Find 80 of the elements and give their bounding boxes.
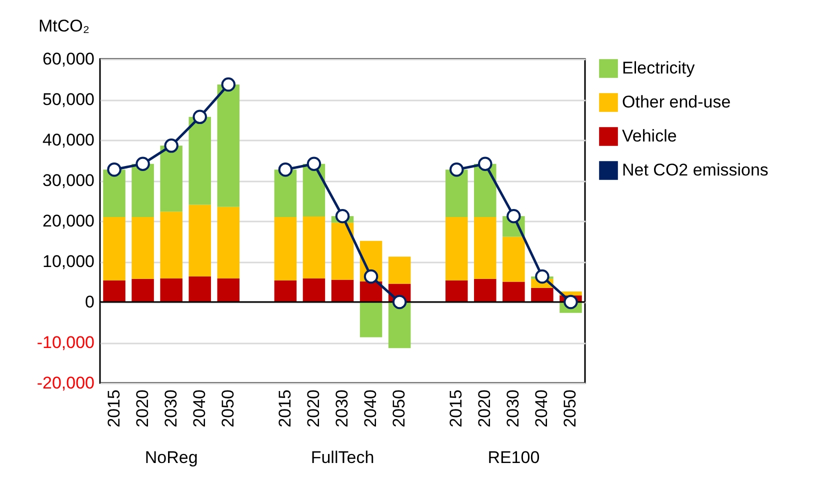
bar: [388, 302, 411, 348]
bar: [302, 216, 326, 279]
x-tick-label: 2020: [304, 390, 323, 428]
point: [535, 269, 550, 284]
bar: [188, 204, 211, 276]
bar: [474, 216, 496, 279]
bar: [160, 146, 182, 212]
bar: [103, 216, 126, 281]
point: [136, 156, 150, 172]
bar: [132, 278, 154, 302]
bar: [474, 278, 496, 302]
bar: [160, 212, 182, 279]
y-tick-label: 10,000: [42, 252, 94, 271]
x-tick-label: 2040: [190, 390, 209, 428]
point: [306, 156, 322, 172]
bar: [103, 280, 126, 302]
y-tick-label: 40,000: [42, 130, 94, 150]
point: [449, 162, 464, 177]
bar: [445, 170, 468, 217]
bar: [274, 280, 297, 302]
x-tick-label: 2030: [332, 390, 352, 428]
x-tick-label: 2040: [532, 390, 552, 428]
bar: [103, 170, 126, 217]
y-axis-title: MtCO₂: [38, 16, 90, 36]
point: [564, 294, 578, 310]
x-tick-label: 2030: [161, 390, 180, 428]
bar: [217, 278, 240, 302]
bar: [502, 282, 525, 302]
x-tick-label: 2015: [104, 390, 124, 428]
x-tick-label: 2015: [275, 390, 294, 428]
bar: [331, 280, 354, 302]
y-tick-label: 60,000: [42, 50, 94, 68]
bar: [502, 236, 525, 282]
legend-label: Other end-use: [622, 92, 731, 112]
point: [364, 269, 378, 284]
bar: [531, 288, 554, 302]
bar: [274, 170, 297, 217]
x-tick-label: 2040: [361, 390, 380, 428]
y-tick-label: -20,000: [36, 374, 94, 392]
text: FullTech: [310, 448, 374, 467]
x-tick-label: 2050: [560, 390, 580, 428]
point: [192, 110, 207, 124]
x-tick-label: 2020: [475, 390, 494, 428]
y-tick-label: 50,000: [42, 90, 94, 109]
y-tick-label: 0: [85, 292, 94, 312]
bar: [445, 280, 468, 302]
point: [478, 156, 492, 172]
x-tick-label: 2015: [446, 390, 466, 428]
point: [392, 294, 407, 310]
legend-label: Net CO2 emissions: [622, 160, 768, 180]
bar: [388, 256, 411, 284]
x-tick-label: 2020: [132, 390, 152, 428]
point: [335, 209, 350, 224]
text: RE100: [488, 448, 540, 467]
bar: [217, 84, 240, 207]
point: [278, 162, 293, 177]
bar: [132, 164, 154, 217]
bar: [360, 302, 382, 338]
y-tick-label: 30,000: [42, 171, 94, 190]
y-tick-label: -10,000: [36, 333, 94, 352]
legend-label: Vehicle: [622, 126, 677, 146]
bar: [445, 216, 468, 281]
bar: [188, 116, 211, 205]
bar: [331, 222, 354, 280]
bar: [302, 278, 326, 302]
y-tick-label: 20,000: [42, 212, 94, 230]
point: [506, 209, 521, 224]
point: [221, 77, 236, 92]
legend-label: Electricity: [622, 58, 696, 78]
point: [164, 138, 178, 153]
x-tick-label: 2030: [504, 390, 523, 428]
text: NoReg: [144, 448, 198, 467]
x-tick-label: 2050: [390, 390, 409, 428]
bar: [132, 216, 154, 279]
bar: [274, 216, 297, 281]
x-tick-label: 2050: [218, 390, 238, 428]
point: [107, 162, 122, 177]
bar: [160, 278, 182, 302]
bar: [217, 206, 240, 279]
bar: [188, 276, 211, 302]
